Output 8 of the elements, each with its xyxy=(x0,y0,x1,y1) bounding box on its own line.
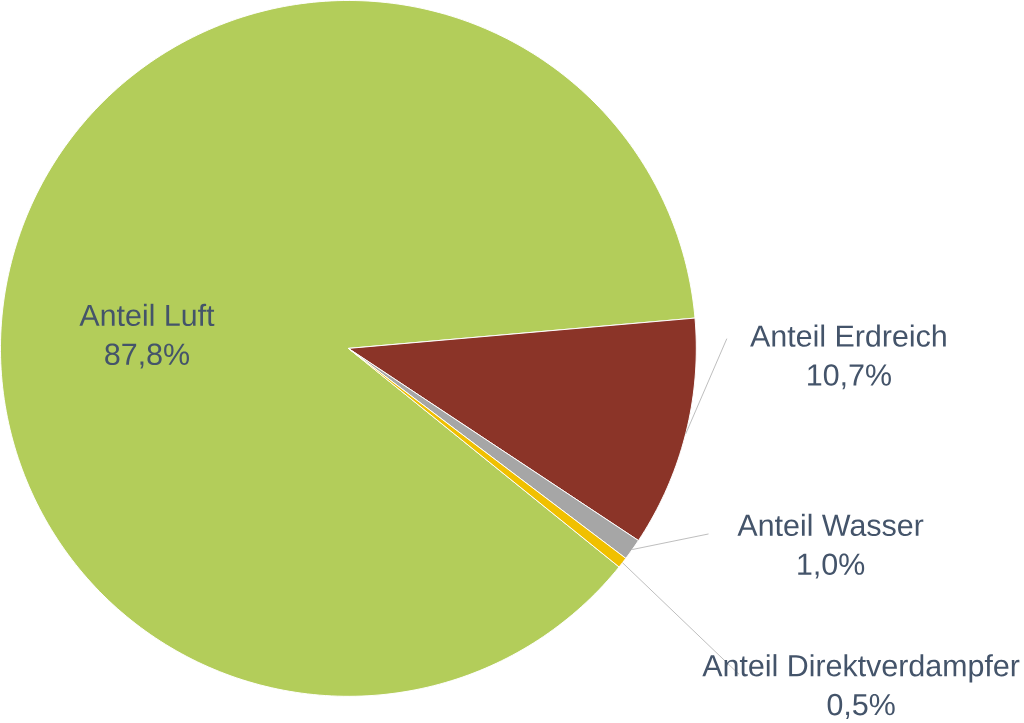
slice-label: Anteil Direktverdampfer xyxy=(702,654,1020,683)
data-label: 1,0% xyxy=(798,553,865,579)
slice-label: Anteil Luft xyxy=(79,303,215,327)
slice-label: Anteil Wasser xyxy=(737,513,924,537)
data-label: 10,7% xyxy=(808,364,891,390)
data-label: 87,8% xyxy=(105,343,189,369)
data-label: 0,5% xyxy=(827,693,895,719)
slice-label: Anteil Erdreich xyxy=(750,324,946,347)
